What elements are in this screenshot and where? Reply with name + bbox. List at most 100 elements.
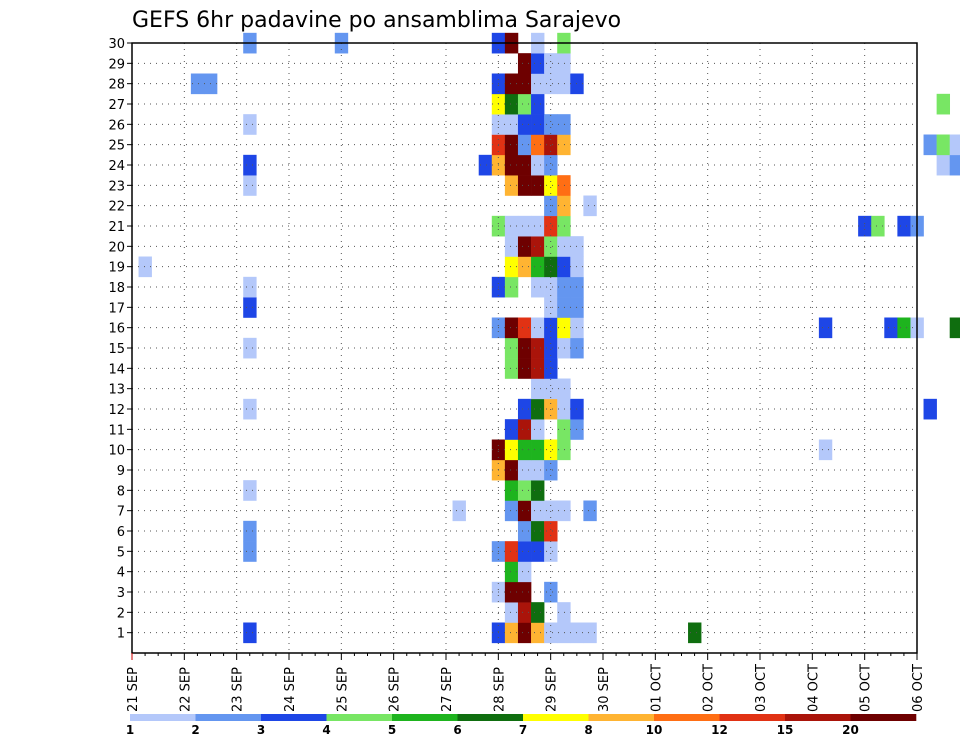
y-tick-label: 8	[117, 484, 125, 499]
y-tick-label: 23	[108, 179, 125, 194]
heatmap-cell	[949, 154, 960, 176]
heatmap-cell	[688, 622, 702, 644]
x-tick-label: 03 OCT	[754, 664, 769, 712]
heatmap-cell	[936, 134, 951, 156]
colorbar: 1 2 3 4 5 6 7 8 10 12 15 20	[126, 714, 917, 737]
y-tick-label: 3	[117, 586, 125, 601]
heatmap-cell	[531, 175, 545, 196]
heatmap-cell	[949, 317, 960, 339]
heatmap-cell	[544, 215, 558, 237]
heatmap-cell	[243, 276, 257, 298]
heatmap-cell	[557, 297, 571, 318]
heatmap-cell	[936, 93, 951, 115]
y-axis: 1234567891011121314151617181920212223242…	[108, 37, 132, 642]
colorbar-label: 6	[453, 723, 461, 737]
x-tick-label: 24 SEP	[283, 667, 298, 712]
heatmap-cell	[557, 378, 571, 400]
heatmap-cell	[243, 398, 257, 420]
heatmap-cell	[531, 236, 545, 257]
heatmap-cell	[544, 276, 558, 298]
y-tick-label: 14	[108, 362, 125, 377]
heatmap-cell	[544, 378, 558, 400]
heatmap-cell	[531, 256, 545, 278]
colorbar-label: 1	[126, 723, 134, 737]
heatmap-cell	[531, 276, 545, 298]
heatmap-cell	[531, 134, 545, 156]
heatmap-cell	[504, 134, 519, 156]
heatmap-cell	[897, 215, 911, 237]
colorbar-swatch	[261, 714, 327, 721]
heatmap-cell	[531, 114, 545, 135]
heatmap-cell	[871, 215, 885, 237]
y-tick-label: 13	[108, 383, 125, 398]
heatmap-cell	[504, 622, 519, 644]
heatmap-cell	[544, 175, 558, 196]
heatmap-cell	[557, 236, 571, 257]
heatmap-cell	[531, 541, 545, 562]
heatmap-cell	[531, 93, 545, 115]
x-tick-label: 21 SEP	[126, 667, 141, 712]
colorbar-label: 20	[842, 723, 859, 737]
heatmap-cell	[557, 622, 571, 644]
y-tick-label: 26	[108, 118, 125, 133]
heatmap-cell	[504, 154, 519, 176]
heatmap-cell	[517, 236, 532, 257]
y-tick-label: 7	[117, 505, 125, 520]
heatmap-cell	[243, 114, 257, 135]
heatmap-cell	[583, 500, 597, 522]
heatmap-cell	[531, 602, 545, 623]
y-tick-label: 29	[108, 57, 125, 72]
heatmap-cell	[936, 154, 951, 176]
heatmap-cell	[544, 73, 558, 95]
x-tick-label: 29 SEP	[545, 667, 560, 712]
heatmap-cell	[531, 215, 545, 237]
heatmap-cell	[190, 73, 205, 95]
heatmap-cell	[544, 459, 558, 481]
colorbar-swatch	[130, 714, 196, 721]
heatmap-cell	[517, 93, 532, 115]
colorbar-label: 15	[777, 723, 794, 737]
heatmap-cell	[504, 500, 519, 522]
heatmap-cell	[531, 500, 545, 522]
heatmap-cell	[517, 541, 532, 562]
heatmap-cell	[949, 134, 960, 156]
heatmap-cell	[557, 134, 571, 156]
heatmap-cell	[517, 581, 532, 603]
heatmap-cell	[544, 134, 558, 156]
heatmap-cell	[478, 154, 493, 176]
y-tick-label: 25	[108, 139, 125, 154]
colorbar-swatch	[523, 714, 589, 721]
heatmap-cell	[504, 276, 519, 298]
heatmap-cell	[531, 358, 545, 379]
heatmap-cell	[544, 337, 558, 359]
heatmap-cell	[504, 419, 519, 440]
heatmap-cell	[557, 337, 571, 359]
heatmap-cell	[504, 337, 519, 359]
heatmap-cell	[517, 215, 532, 237]
heatmap-cell	[504, 236, 519, 257]
x-tick-label: 02 OCT	[702, 664, 717, 712]
x-axis: 21 SEP 22 SEP 23 SEP 24 SEP 25 SEP 26 SEP 27 S…	[126, 653, 926, 712]
y-tick-label: 5	[117, 545, 125, 560]
heatmap-cell	[884, 317, 898, 339]
heatmap-cell	[544, 622, 558, 644]
y-tick-label: 9	[117, 464, 125, 479]
heatmap-cell	[557, 276, 571, 298]
y-tick-label: 20	[108, 240, 125, 255]
heatmap-cell	[504, 480, 519, 501]
heatmap-cell	[531, 337, 545, 359]
heatmap-cell	[517, 73, 532, 95]
y-tick-label: 15	[108, 342, 125, 357]
colorbar-swatch	[654, 714, 720, 721]
heatmap-cell	[557, 215, 571, 237]
heatmap-cell	[517, 480, 532, 501]
x-tick-label: 22 SEP	[178, 667, 193, 712]
colorbar-label: 5	[388, 723, 396, 737]
colorbar-swatch	[457, 714, 524, 721]
heatmap-cell	[531, 520, 545, 542]
heatmap-cell	[517, 439, 532, 461]
colorbar-swatch	[588, 714, 655, 721]
colorbar-label: 8	[584, 723, 592, 737]
heatmap-cell	[517, 154, 532, 176]
heatmap-cell	[517, 337, 532, 359]
